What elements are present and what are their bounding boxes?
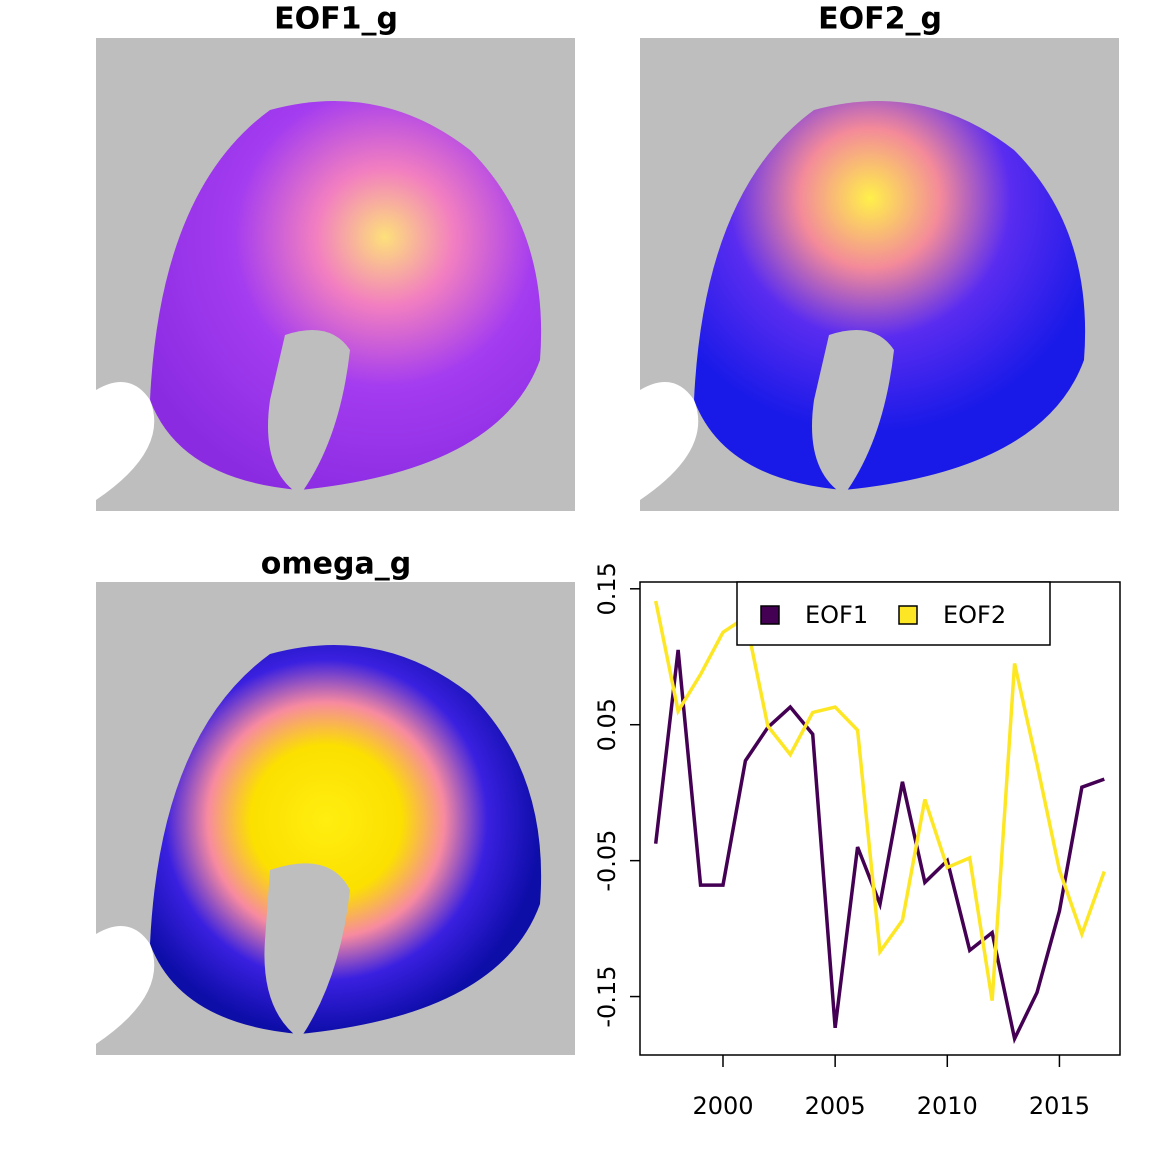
y-tick-label: 0.15 xyxy=(593,562,621,615)
legend-box xyxy=(736,581,1051,646)
series-line xyxy=(653,649,1105,1045)
greenland xyxy=(268,330,350,495)
map-title: omega_g xyxy=(261,547,411,582)
map-panel: EOF1_g xyxy=(96,2,575,511)
y-tick-label: -0.15 xyxy=(593,965,621,1027)
sea xyxy=(96,382,155,500)
legend-key xyxy=(898,605,918,625)
series-line xyxy=(653,600,1106,1001)
x-tick-label: 2010 xyxy=(917,1092,978,1120)
y-tick-label: 0.05 xyxy=(593,698,621,751)
sea xyxy=(96,926,155,1044)
greenland xyxy=(812,330,894,495)
field xyxy=(694,101,1086,490)
field xyxy=(150,101,542,490)
field xyxy=(150,645,542,1034)
greenland xyxy=(264,863,350,1039)
line-panel: -0.15 -0.05 0.05 0.15 2000 2005 2010 2015 EOF1 EO… xyxy=(593,562,1121,1120)
x-tick-label: 2000 xyxy=(692,1092,753,1120)
map-panel: EOF2_g xyxy=(640,2,1119,511)
map-title: EOF1_g xyxy=(274,2,398,37)
legend-label: EOF2 xyxy=(943,601,1006,629)
legend-label: EOF1 xyxy=(805,601,868,629)
legend-key xyxy=(760,605,780,625)
map-title: EOF2_g xyxy=(818,2,942,37)
y-tick-label: -0.05 xyxy=(593,830,621,892)
sea xyxy=(640,382,699,500)
x-tick-label: 2015 xyxy=(1029,1092,1090,1120)
map-panel: omega_g xyxy=(96,547,575,1055)
x-tick-label: 2005 xyxy=(805,1092,866,1120)
